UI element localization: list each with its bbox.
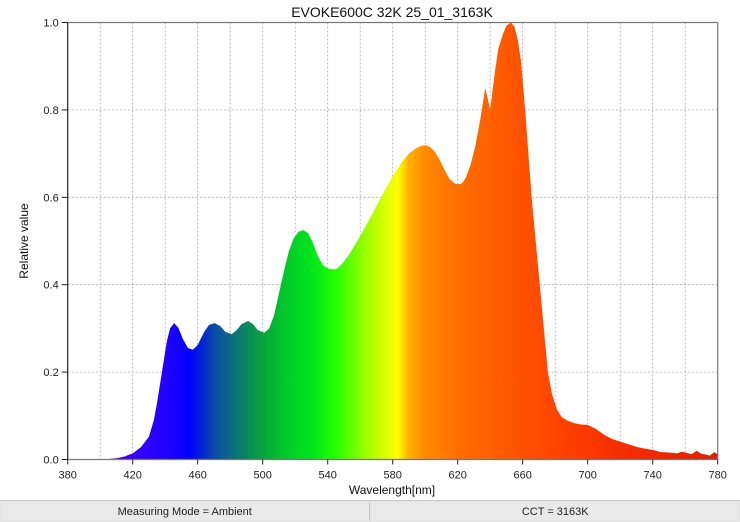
x-tick-label: 740 <box>644 470 662 482</box>
spectrum-chart: EVOKE600C 32K 25_01_3163K 380 420 460 500 54… <box>17 4 727 497</box>
axes: 380 420 460 500 540 580 620 660 700 740 780 0.0 0.2 0… <box>43 18 726 482</box>
x-tick-label: 380 <box>59 470 77 482</box>
cct-status: CCT = 3163K <box>371 502 739 521</box>
x-tick-label: 700 <box>579 470 597 482</box>
x-tick-label: 420 <box>124 470 142 482</box>
spectrum-area <box>67 22 718 460</box>
x-tick-label: 540 <box>319 470 337 482</box>
y-tick-label: 0.8 <box>43 105 58 117</box>
x-tick-label: 500 <box>254 470 272 482</box>
y-tick-label: 0.4 <box>43 280 58 292</box>
y-tick-label: 0.2 <box>43 367 58 379</box>
x-tick-label: 460 <box>189 470 207 482</box>
x-axis-label: Wavelength[nm] <box>349 483 435 497</box>
measuring-mode-status: Measuring Mode = Ambient <box>1 502 370 521</box>
y-tick-label: 1.0 <box>43 18 58 30</box>
status-bar: Measuring Mode = Ambient CCT = 3163K <box>0 500 740 522</box>
y-axis-label: Relative value <box>17 203 31 279</box>
x-tick-label: 620 <box>449 470 467 482</box>
chart-title: EVOKE600C 32K 25_01_3163K <box>291 4 493 20</box>
y-tick-label: 0.0 <box>43 455 58 467</box>
y-tick-label: 0.6 <box>43 192 58 204</box>
x-tick-label: 660 <box>514 470 532 482</box>
x-tick-label: 580 <box>384 470 402 482</box>
x-tick-label: 780 <box>709 470 727 482</box>
